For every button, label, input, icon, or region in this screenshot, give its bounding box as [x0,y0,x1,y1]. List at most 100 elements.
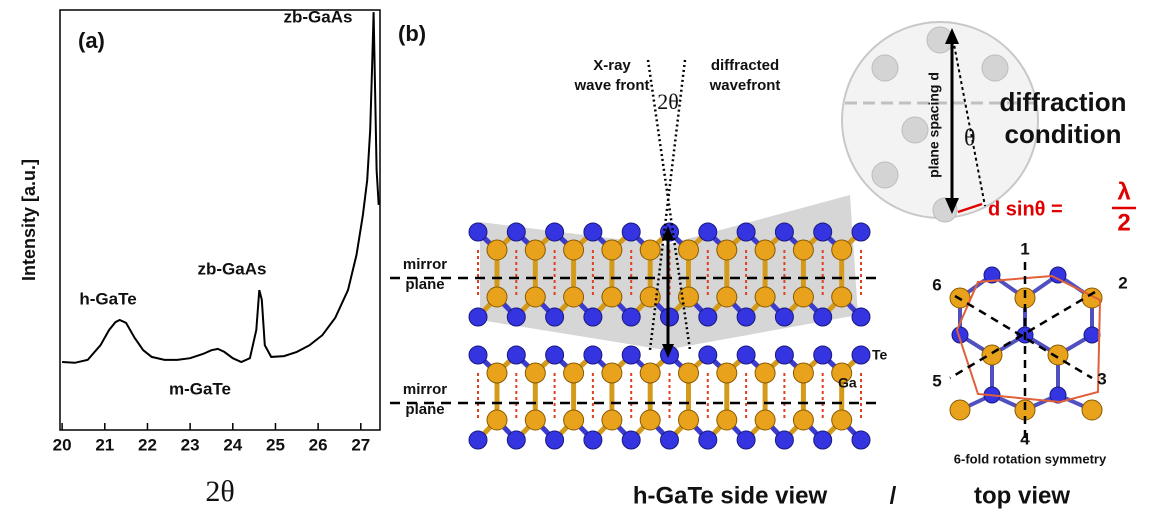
mirror-label: plane [405,276,444,293]
ga-atom [602,363,622,383]
te-atom [584,308,602,326]
ga-atom [679,363,699,383]
axis-number: 4 [1020,429,1030,448]
caption: / [890,482,897,509]
ga-atom [602,240,622,260]
te-atom [469,346,487,364]
caption: top view [974,482,1070,509]
ga-atom [640,240,660,260]
ga-atom [793,287,813,307]
mirror-label: plane [405,401,444,418]
xray-label: X-ray [593,57,631,74]
diffracted-label: wavefront [709,77,781,94]
diffracted-label: diffracted [711,57,779,74]
symmetry-label: 6-fold rotation symmetry [954,451,1107,466]
x-axis-label: 2θ [205,475,234,508]
ga-atom [755,363,775,383]
ga-atom [832,410,852,430]
condition-label: condition [1005,119,1122,149]
ga-atom [679,410,699,430]
x-tick-label: 26 [309,435,328,454]
te-atom [814,308,832,326]
te-atom [622,308,640,326]
bragg-numerator: λ [1117,178,1130,205]
te-atom [814,431,832,449]
ga-atom [679,287,699,307]
te-atom [507,223,525,241]
te-atom [1084,327,1100,343]
ga-atom [487,287,507,307]
te-atom [852,308,870,326]
ga-atom [793,410,813,430]
te-atom [852,223,870,241]
te-atom [737,431,755,449]
x-tick-label: 25 [266,435,285,454]
ga-atom [487,410,507,430]
y-axis-label: Intensity [a.u.] [19,159,39,281]
te-atom [699,223,717,241]
te-atom [546,308,564,326]
axis-number: 5 [932,371,941,390]
te-atom [546,431,564,449]
data-line [62,12,379,363]
ga-atom [564,410,584,430]
ga-atom [793,240,813,260]
te-atom [775,431,793,449]
te-atom [507,431,525,449]
te-atom [852,431,870,449]
theta-label: θ [964,126,976,152]
ga-atom [717,240,737,260]
te-atom [507,308,525,326]
te-atom [469,223,487,241]
panel-label: (a) [78,28,105,53]
ga-atom [1082,400,1102,420]
te-atom [775,308,793,326]
panel-label: (b) [398,21,426,46]
te-atom [737,346,755,364]
ga-atom [950,400,970,420]
te-atom [622,431,640,449]
ga-atom [564,363,584,383]
axis-number: 1 [1020,239,1029,258]
ga-atom [525,410,545,430]
plot-frame [60,10,380,430]
figure: (a) Intensity [a.u.] 2θ (b) X-ray wave f… [0,0,1152,515]
atom [872,55,898,81]
annotation: zb-GaAs [198,259,267,278]
te-atom [737,308,755,326]
ga-atom [755,240,775,260]
ga-atom [640,363,660,383]
te-atom [546,223,564,241]
annotation: h-GaTe [79,289,136,308]
spacing-label: plane spacing d [926,72,942,178]
te-atom [584,346,602,364]
x-tick-label: 21 [95,435,114,454]
ga-atom [793,363,813,383]
mirror-label: mirror [403,381,447,398]
axis-number: 3 [1097,369,1106,388]
te-atom [469,431,487,449]
te-atom [737,223,755,241]
ga-atom [487,240,507,260]
x-tick-label: 20 [53,435,72,454]
bragg-denominator: 2 [1117,209,1130,236]
te-atom [814,223,832,241]
ga-atom [487,363,507,383]
te-atom [584,223,602,241]
atom [872,162,898,188]
ga-atom [640,410,660,430]
caption: h-GaTe side view [633,482,828,509]
x-tick-label: 22 [138,435,157,454]
atom [902,117,928,143]
ga-atom [602,287,622,307]
condition-label: diffraction [999,87,1126,117]
bragg-lhs: d sinθ = [988,198,1063,220]
ga-atom [755,410,775,430]
axis-number: 2 [1118,273,1127,292]
te-atom [814,346,832,364]
xray-label: wave front [573,77,649,94]
te-atom [507,346,525,364]
axis-number: 6 [932,275,941,294]
x-tick-label: 23 [181,435,200,454]
te-atom [469,308,487,326]
